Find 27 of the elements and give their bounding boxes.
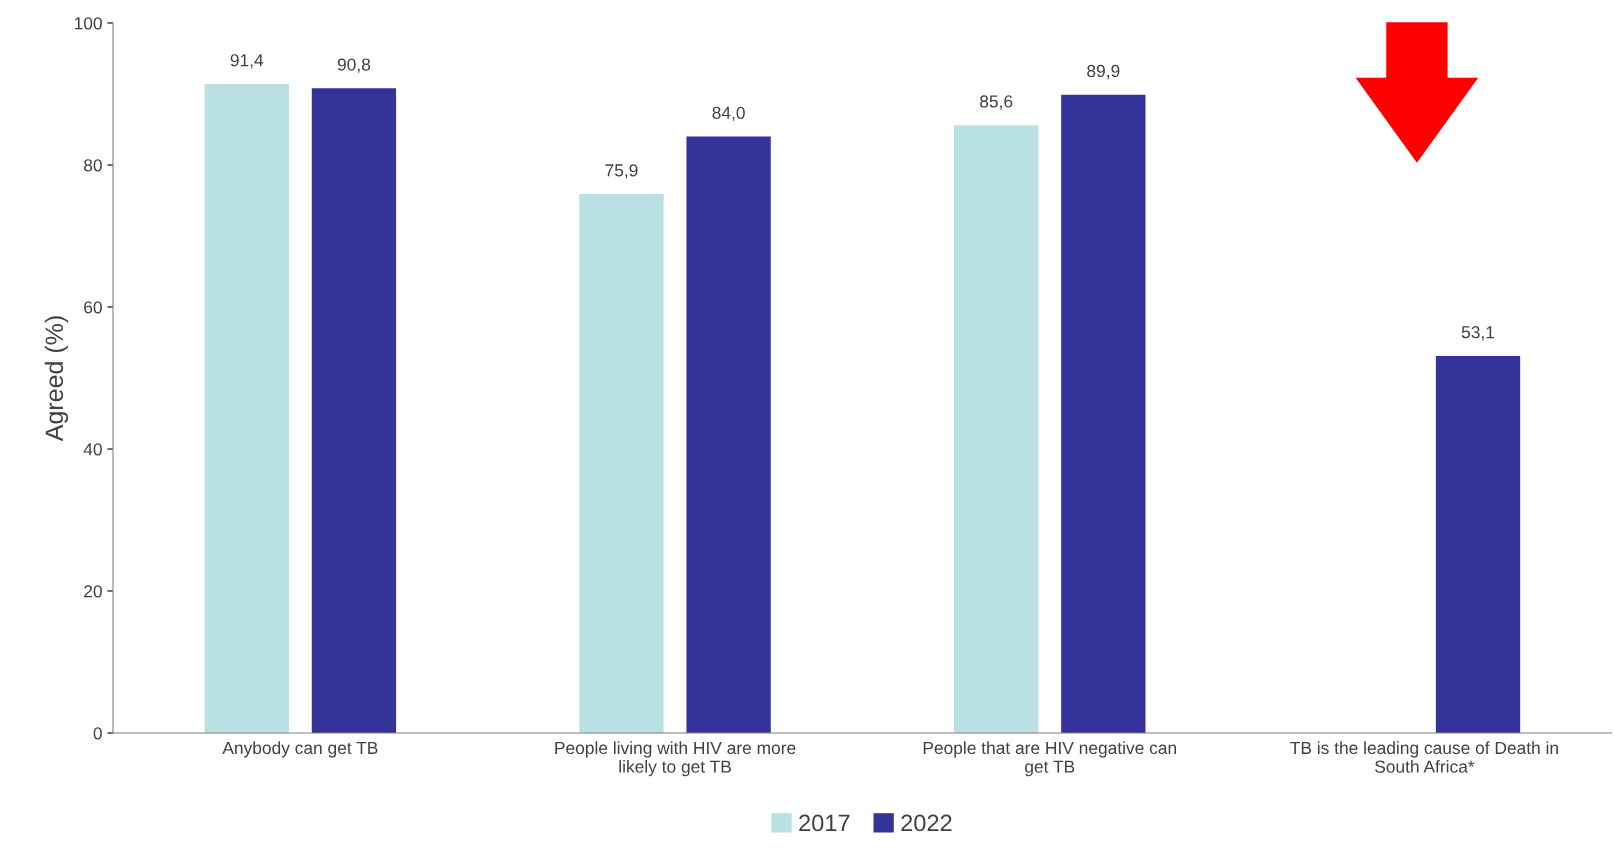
x-tick-label: TB is the leading cause of Death in South Africa*	[1290, 741, 1558, 773]
y-tick-label: 0	[93, 727, 102, 740]
x-tick-label: People living with HIV are more likely to get TB	[555, 741, 796, 777]
bar	[579, 194, 664, 733]
data-label: 89,9	[1087, 64, 1120, 80]
y-tick-label: 80	[84, 159, 102, 172]
y-tick-label: 20	[84, 585, 102, 598]
bar	[1061, 94, 1146, 733]
legend-label: 2017	[799, 814, 850, 832]
data-label: 75,9	[605, 164, 638, 179]
y-tick-label: 60	[84, 301, 102, 314]
y-tick-label: 40	[83, 443, 102, 456]
y-axis-title: Agreed (%)	[44, 316, 69, 442]
y-tick-label: 100	[74, 17, 102, 30]
bar	[686, 136, 771, 733]
legend-label: 2022	[901, 814, 952, 832]
data-label: 90,8	[337, 58, 371, 73]
bar	[204, 84, 289, 733]
bar	[1435, 355, 1521, 733]
data-label: 91,4	[230, 54, 264, 69]
x-tick-label: People that are HIV negative can get TB	[923, 741, 1177, 777]
data-label: 53,1	[1461, 326, 1495, 341]
bar	[311, 88, 397, 733]
data-label: 84,0	[712, 106, 745, 122]
bar	[954, 125, 1039, 733]
data-label: 85,6	[980, 95, 1013, 110]
x-tick-label: Anybody can get TB	[222, 741, 378, 758]
